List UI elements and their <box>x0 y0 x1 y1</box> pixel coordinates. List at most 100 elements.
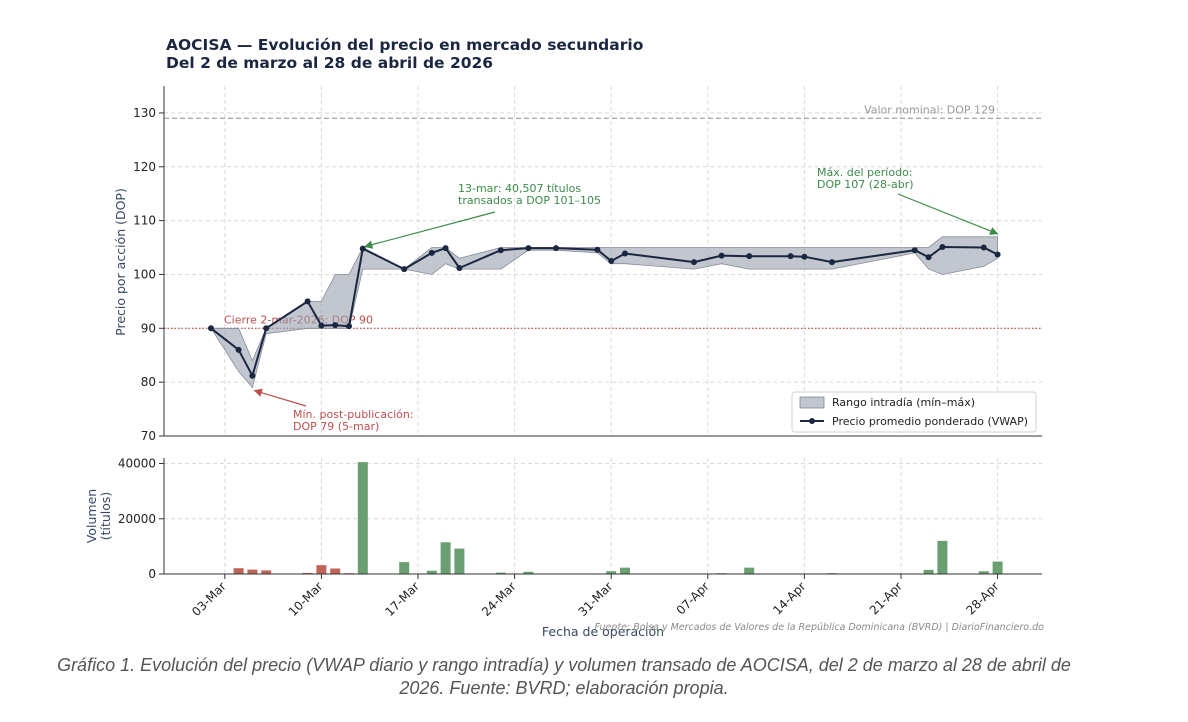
vwap-point <box>718 252 725 259</box>
vwap-point <box>332 322 339 329</box>
volume-bar <box>316 565 327 574</box>
price-axes: 70 80 90 100 110 120 130 <box>133 86 1042 443</box>
chart-title: AOCISA — Evolución del precio en mercado… <box>166 36 643 54</box>
legend-vwap-marker <box>809 418 815 424</box>
x-tick-label: 07-Apr <box>674 579 712 617</box>
vwap-point <box>263 325 270 332</box>
vwap-point <box>801 253 808 260</box>
price-y-axis-label: Precio por acción (DOP) <box>113 188 128 336</box>
x-tick-label: 17-Mar <box>382 579 422 619</box>
price-y-tick-label: 90 <box>141 321 156 335</box>
vwap-point <box>746 253 753 260</box>
vwap-point <box>401 266 408 273</box>
volume-bar <box>357 462 368 574</box>
vwap-point <box>829 259 835 266</box>
volume-bar <box>923 569 934 574</box>
volume-bar <box>495 572 506 574</box>
intraday-range-band <box>210 236 998 389</box>
chart: AOCISA — Evolución del precio en mercado… <box>84 36 1044 639</box>
volume-bar <box>233 568 244 574</box>
volume-bar <box>978 571 989 574</box>
vwap-point <box>318 322 325 329</box>
vwap-point <box>939 244 946 250</box>
price-y-tick-label: 120 <box>133 160 156 174</box>
volume-bar <box>302 572 313 574</box>
annotation-text: DOP 79 (5-mar) <box>293 420 379 433</box>
price-y-tick-label: 70 <box>141 429 156 443</box>
volume-panel: 0 20000 40000 03-Mar 10-Mar 17-Mar 24-Mar 31-Ma… <box>84 457 1044 639</box>
price-y-tick-label: 110 <box>133 214 156 228</box>
vwap-point <box>994 251 1001 258</box>
vwap-point <box>622 250 628 257</box>
vwap-point <box>208 325 214 332</box>
vwap-point <box>235 346 242 353</box>
volume-gridlines <box>164 458 1042 575</box>
volume-y-axis-label-line2: (títulos) <box>98 492 113 541</box>
volume-bar <box>247 569 258 574</box>
vwap-point <box>691 259 697 266</box>
volume-bars <box>233 462 1003 574</box>
annotation-text: Máx. del período: <box>817 166 913 179</box>
volume-y-tick-label: 0 <box>148 567 156 581</box>
vwap-point <box>304 298 311 305</box>
volume-bar <box>426 570 437 574</box>
price-y-tick-label: 130 <box>133 106 156 120</box>
annotation-text: transados a DOP 101–105 <box>458 194 601 207</box>
vwap-point <box>787 253 794 260</box>
vwap-point <box>525 245 532 252</box>
price-legend: Rango intradía (mín–máx) Precio promedio… <box>791 391 1037 433</box>
vwap-point <box>911 247 918 254</box>
legend-vwap-label: Precio promedio ponderado (VWAP) <box>832 415 1028 428</box>
vwap-point <box>249 372 256 379</box>
volume-bar <box>440 542 451 574</box>
x-tick-label: 31-Mar <box>576 579 616 619</box>
vwap-point <box>428 249 435 256</box>
vwap-point <box>553 245 559 252</box>
volume-axes: 0 20000 40000 03-Mar 10-Mar 17-Mar 24-Mar 31-Ma… <box>118 457 1042 619</box>
vwap-point <box>497 247 504 254</box>
volume-bar <box>606 571 617 574</box>
x-tick-label: 24-Mar <box>479 579 519 619</box>
x-tick-label: 10-Mar <box>286 579 326 619</box>
annotation-arrow <box>363 211 496 249</box>
volume-bar <box>744 567 755 574</box>
reference-lines: Valor nominal: DOP 129Cierre 2-mar-2026:… <box>164 103 1042 329</box>
vwap-point <box>456 265 463 271</box>
vwap-point <box>608 258 615 264</box>
x-tick-label: 21-Apr <box>867 579 905 617</box>
volume-bar <box>454 548 465 574</box>
volume-bar <box>937 540 948 574</box>
vwap-point <box>442 245 449 252</box>
volume-bar <box>523 571 534 574</box>
volume-bar <box>261 570 272 574</box>
intraday-range-area <box>210 236 998 389</box>
x-tick-label: 03-Mar <box>189 579 229 619</box>
annotation-text: 13-mar: 40,507 títulos <box>458 182 581 195</box>
vwap-line <box>208 244 1001 379</box>
x-axis-label: Fecha de operación <box>542 624 664 639</box>
vwap-polyline <box>210 246 999 377</box>
vwap-point <box>346 323 352 330</box>
legend-range-label: Rango intradía (mín–máx) <box>832 396 975 409</box>
annotation-arrow <box>897 193 999 235</box>
volume-y-axis-label-line1: Volumen <box>84 489 99 543</box>
x-tick-label: 14-Apr <box>770 579 808 617</box>
legend-range-swatch <box>799 396 825 409</box>
annotation-text: DOP 107 (28-abr) <box>817 178 914 191</box>
volume-bar <box>330 568 341 574</box>
price-panel: Valor nominal: DOP 129Cierre 2-mar-2026:… <box>113 86 1042 443</box>
volume-y-tick-label: 20000 <box>118 512 156 526</box>
x-tick-label: 28-Apr <box>963 579 1001 617</box>
reference-line-label: Valor nominal: DOP 129 <box>864 103 995 116</box>
price-gridlines <box>164 86 1042 437</box>
volume-bar <box>620 567 630 574</box>
annotation-text: Mín. post-publicación: <box>293 408 414 421</box>
volume-y-tick-label: 40000 <box>118 457 156 471</box>
vwap-point <box>594 246 601 253</box>
price-y-tick-label: 80 <box>141 375 156 389</box>
volume-bar <box>992 561 1003 574</box>
source-note: Fuente: Bolsa y Mercados de Valores de l… <box>594 622 1044 633</box>
price-y-tick-label: 100 <box>133 267 156 281</box>
volume-bar <box>399 562 410 574</box>
